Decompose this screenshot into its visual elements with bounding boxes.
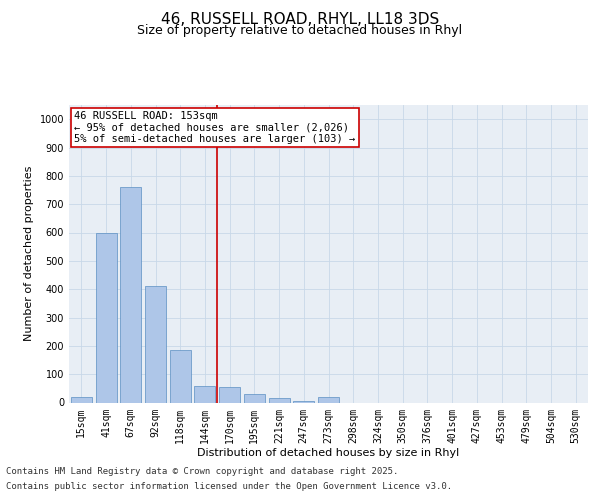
Bar [170, 350, 191, 403]
Text: Contains public sector information licensed under the Open Government Licence v3: Contains public sector information licen… [6, 482, 452, 491]
Text: Size of property relative to detached houses in Rhyl: Size of property relative to detached ho… [137, 24, 463, 37]
Bar [120, 187, 141, 402]
Bar [194, 386, 215, 402]
Text: 46, RUSSELL ROAD, RHYL, LL18 3DS: 46, RUSSELL ROAD, RHYL, LL18 3DS [161, 12, 439, 28]
Bar [145, 286, 166, 403]
Bar [219, 387, 240, 402]
Y-axis label: Number of detached properties: Number of detached properties [24, 166, 34, 342]
Bar [95, 232, 116, 402]
Bar [318, 397, 339, 402]
X-axis label: Distribution of detached houses by size in Rhyl: Distribution of detached houses by size … [197, 448, 460, 458]
Text: Contains HM Land Registry data © Crown copyright and database right 2025.: Contains HM Land Registry data © Crown c… [6, 467, 398, 476]
Bar [71, 397, 92, 402]
Bar [269, 398, 290, 402]
Text: 46 RUSSELL ROAD: 153sqm
← 95% of detached houses are smaller (2,026)
5% of semi-: 46 RUSSELL ROAD: 153sqm ← 95% of detache… [74, 111, 355, 144]
Bar [244, 394, 265, 402]
Bar [293, 401, 314, 402]
